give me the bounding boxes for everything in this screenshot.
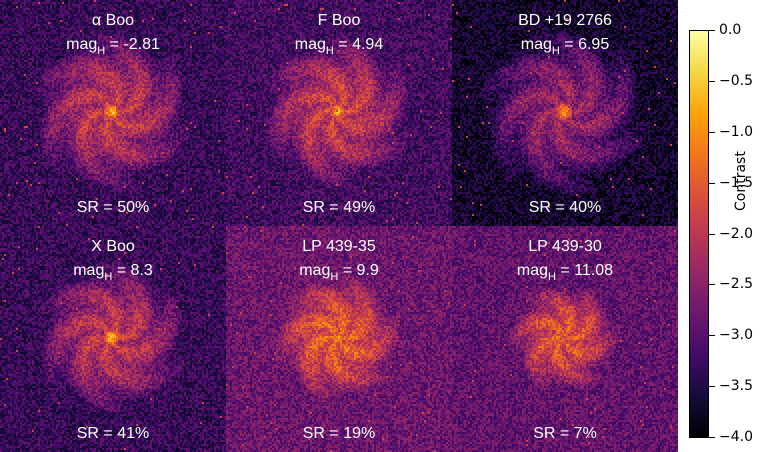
colorbar-tick-label: 0.0	[719, 22, 742, 38]
strehl-ratio: SR = 49%	[302, 199, 376, 216]
colorbar-label: Contrast	[733, 151, 749, 211]
colorbar-tick-mark	[709, 386, 715, 388]
magnitude-label: magH = 4.94	[294, 36, 384, 57]
psf-image	[226, 226, 452, 452]
colorbar-tick-mark	[709, 80, 715, 82]
colorbar-tick-mark	[709, 284, 715, 286]
psf-panel-bd19-2766: BD +19 2766 magH = 6.95 SR = 40%	[452, 0, 678, 226]
colorbar-tick-label: −1.0	[719, 123, 753, 140]
colorbar-tick-mark	[709, 437, 715, 438]
magnitude-label: magH = 9.9	[299, 262, 379, 283]
strehl-ratio: SR = 7%	[533, 425, 597, 442]
colorbar-tick-mark	[709, 335, 715, 337]
psf-panel-lp439-30: LP 439-30 magH = 11.08 SR = 7%	[452, 226, 678, 452]
colorbar-tick-label: −1.5	[719, 174, 753, 191]
psf-image	[226, 0, 452, 226]
colorbar-tick-label: −3.0	[719, 327, 753, 344]
star-name: F Boo	[317, 12, 361, 29]
star-name: LP 439-30	[528, 238, 602, 255]
psf-image	[452, 226, 678, 452]
magnitude-label: magH = -2.81	[66, 36, 160, 57]
strehl-ratio: SR = 19%	[302, 425, 376, 442]
colorbar	[689, 30, 709, 438]
magnitude-label: magH = 8.3	[73, 262, 153, 283]
psf-panel-lp439-35: LP 439-35 magH = 9.9 SR = 19%	[226, 226, 452, 452]
star-name: BD +19 2766	[518, 12, 612, 29]
colorbar-tick-label: −3.5	[719, 378, 753, 395]
colorbar-tick-label: −2.0	[719, 225, 753, 242]
colorbar-tick-label: −4.0	[719, 429, 753, 445]
colorbar-tick-mark	[709, 131, 715, 133]
colorbar-tick-mark	[709, 233, 715, 235]
colorbar-tick-label: −2.5	[719, 276, 753, 293]
psf-image	[452, 0, 678, 226]
psf-panel-alpha-boo: α Boo magH = -2.81 SR = 50%	[0, 0, 226, 226]
star-name: X Boo	[91, 238, 135, 255]
star-name: α Boo	[91, 12, 135, 29]
psf-image	[0, 226, 226, 452]
star-name: LP 439-35	[302, 238, 376, 255]
magnitude-label: magH = 6.95	[520, 36, 610, 57]
psf-image	[0, 0, 226, 226]
magnitude-label: magH = 11.08	[516, 262, 614, 283]
psf-panel-f-boo: F Boo magH = 4.94 SR = 49%	[226, 0, 452, 226]
colorbar-tick-label: −0.5	[719, 72, 753, 89]
strehl-ratio: SR = 41%	[76, 425, 150, 442]
strehl-ratio: SR = 50%	[76, 199, 150, 216]
psf-panel-x-boo: X Boo magH = 8.3 SR = 41%	[0, 226, 226, 452]
colorbar-tick-mark	[709, 30, 715, 31]
colorbar-tick-mark	[709, 182, 715, 184]
strehl-ratio: SR = 40%	[528, 199, 602, 216]
